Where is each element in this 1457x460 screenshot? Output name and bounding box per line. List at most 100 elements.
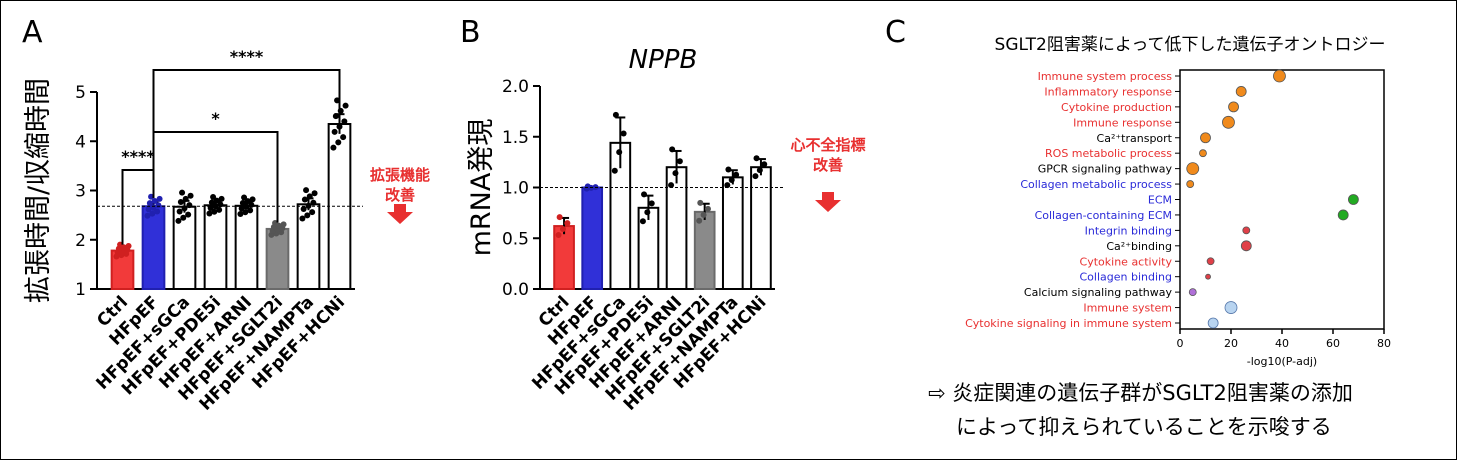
term-point (1240, 240, 1252, 252)
significance-label: **** (230, 47, 264, 66)
term-point (1222, 115, 1235, 129)
data-point (616, 149, 623, 156)
term-label: Immune system (1083, 302, 1172, 315)
significance-label: **** (121, 147, 155, 166)
data-point (584, 183, 591, 190)
term-point (1337, 209, 1349, 221)
bar (141, 205, 166, 290)
y-tick-label: 3 (75, 182, 86, 202)
bar (234, 204, 259, 290)
bar (721, 176, 744, 291)
term-point (1186, 162, 1200, 176)
data-point (672, 170, 679, 177)
term-point (1188, 288, 1197, 297)
data-point (175, 217, 182, 224)
data-point (311, 190, 318, 197)
data-point (241, 194, 248, 201)
data-point (125, 242, 132, 249)
data-point (342, 102, 349, 109)
data-point (756, 167, 763, 174)
significance-label: * (211, 109, 220, 128)
data-point (556, 214, 563, 221)
data-point (242, 209, 249, 216)
term-point (1224, 301, 1238, 314)
data-point (247, 207, 254, 214)
data-point (239, 200, 246, 207)
y-tick-label: 2 (75, 231, 86, 251)
data-point (149, 210, 156, 217)
term-point (1235, 86, 1247, 97)
data-point (761, 161, 768, 168)
data-point (185, 211, 192, 218)
data-point (341, 118, 348, 125)
term-label: Collagen-containing ECM (1035, 209, 1172, 222)
term-label: Collagen metabolic process (1020, 178, 1172, 191)
term-label: Integrin binding (1085, 224, 1172, 237)
data-point (700, 211, 707, 218)
data-point (676, 158, 683, 165)
term-label: Inflammatory response (1044, 85, 1172, 98)
term-label: ROS metabolic process (1045, 147, 1172, 160)
annotation-line-2: 改善 (813, 156, 843, 174)
data-point (644, 209, 651, 216)
y-tick-label: 0.5 (502, 229, 529, 249)
term-point (1200, 132, 1211, 144)
data-point (249, 196, 256, 203)
data-point (611, 167, 618, 174)
data-point (244, 198, 251, 205)
data-point (733, 171, 740, 178)
panel-c-chart: SGLT2阻害薬によって低下した遺伝子オントロジー 0 20 40 60 80 -log10… (965, 35, 1391, 368)
term-point (1205, 273, 1211, 280)
data-point (725, 166, 732, 173)
data-point (612, 111, 619, 118)
data-point (179, 189, 186, 196)
data-point (187, 192, 194, 199)
data-point (669, 146, 676, 153)
data-point (555, 232, 562, 239)
x-tick-label: 60 (1326, 337, 1340, 350)
panel-label-b: B (460, 15, 481, 50)
data-point (212, 203, 219, 210)
term-point (1206, 257, 1215, 266)
data-point (186, 202, 193, 209)
data-point (181, 205, 188, 212)
term-point (1348, 194, 1359, 205)
term-point (1207, 317, 1219, 329)
data-point (301, 196, 308, 203)
annotation-line-1: 心不全指標 (790, 136, 865, 154)
data-point (559, 226, 566, 233)
data-point (216, 206, 223, 213)
data-point (337, 107, 344, 114)
data-point (206, 210, 213, 217)
panel-b-chart: 0.00.51.01.52.0mRNA発現CtrlHFpEFHFpEF+sGCa… (466, 45, 866, 415)
term-point (1186, 180, 1195, 188)
data-point (145, 206, 152, 213)
bar (581, 186, 604, 290)
x-tick-label: 20 (1224, 337, 1238, 350)
decrease-arrow (815, 192, 841, 212)
y-tick-label: 2.0 (502, 77, 529, 97)
data-point (335, 139, 342, 146)
bar (265, 227, 290, 290)
data-point (752, 173, 759, 180)
data-point (213, 197, 220, 204)
data-point (300, 206, 307, 213)
term-label: Immune system process (1038, 70, 1173, 83)
y-tick-label: 5 (75, 83, 86, 103)
term-label: ECM (1148, 194, 1172, 207)
data-point (336, 123, 343, 130)
decrease-arrow (387, 204, 413, 224)
data-point (330, 144, 337, 151)
data-point (154, 208, 161, 215)
data-point (280, 221, 287, 228)
y-tick-label: 4 (75, 132, 86, 152)
bar (750, 166, 772, 290)
data-point (641, 191, 648, 198)
data-point (303, 187, 310, 194)
data-point (724, 182, 731, 189)
data-point (620, 130, 627, 137)
conclusion-line-2: によって抑えられていることを示唆する (956, 415, 1332, 439)
data-point (299, 215, 306, 222)
data-point (753, 155, 760, 162)
